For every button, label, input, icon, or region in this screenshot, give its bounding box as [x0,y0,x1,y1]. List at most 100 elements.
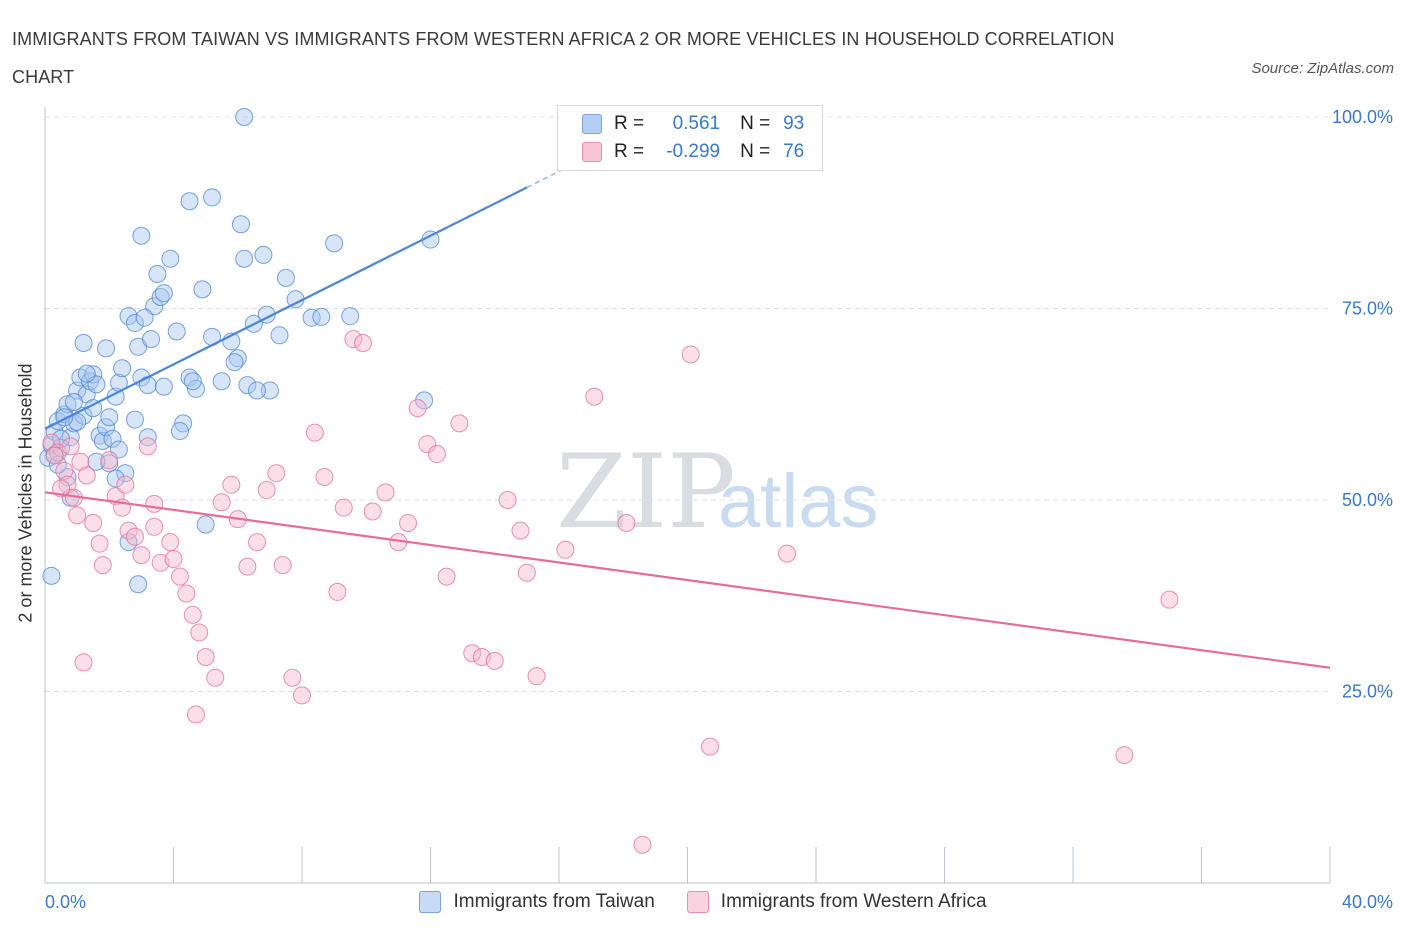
n-label: N = [740,113,771,134]
point-western-africa [463,644,482,663]
point-western-africa [222,475,241,494]
point-taiwan [341,307,360,326]
point-taiwan [170,422,189,441]
point-taiwan [312,307,331,326]
point-western-africa [248,533,267,552]
x-tick-label: 0.0% [45,892,86,912]
legend-item-western-africa[interactable]: Immigrants from Western Africa [686,891,987,913]
point-taiwan [61,428,80,447]
point-western-africa [161,533,180,552]
point-taiwan [142,330,161,349]
point-taiwan [302,308,321,327]
point-western-africa [681,345,700,364]
point-western-africa [305,423,324,442]
stats-legend: R = 0.561 N = 93 R = -0.299 N = 76 [557,105,823,171]
point-taiwan [270,326,289,345]
point-taiwan [325,234,344,253]
point-western-africa [55,461,74,480]
point-taiwan [167,322,186,341]
n-value-western-africa: 76 [783,141,805,162]
r-label: R = [614,113,645,134]
legend-item-taiwan[interactable]: Immigrants from Taiwan [419,891,655,913]
point-western-africa [267,464,286,483]
watermark: ZIP atlas [556,433,879,552]
grid [45,116,1330,692]
point-western-africa [556,540,575,559]
y-tick-label: 100.0% [1332,107,1393,127]
r-label: R = [614,141,645,162]
point-western-africa [196,648,215,667]
point-western-africa [418,435,437,454]
trend-lines [44,154,1331,669]
watermark-zip: ZIP [556,433,736,552]
point-western-africa [125,527,144,546]
point-taiwan [235,249,254,268]
point-taiwan [225,353,244,372]
point-western-africa [206,668,225,687]
point-taiwan [193,280,212,299]
point-taiwan [84,365,103,384]
western-africa-swatch [582,142,602,162]
point-western-africa [93,556,112,575]
series-legend: Immigrants from Taiwan Immigrants from W… [0,888,1406,916]
point-western-africa [90,534,109,553]
point-western-africa [354,333,373,352]
point-western-africa [177,584,196,603]
point-western-africa [315,468,334,487]
point-taiwan [106,469,125,488]
point-taiwan [154,377,173,396]
trend-line-taiwan [44,186,528,430]
y-axis-label: 2 or more Vehicles in Household [15,363,36,623]
point-taiwan [52,429,71,448]
point-western-africa [257,481,276,500]
y-tick-label: 25.0% [1342,682,1393,702]
point-taiwan [276,268,295,287]
trend-line-western-africa [44,491,1331,669]
point-western-africa [138,437,157,456]
point-western-africa [183,605,202,624]
point-taiwan [113,359,132,378]
point-taiwan [132,226,151,245]
point-western-africa [485,651,504,670]
point-western-africa [283,668,302,687]
point-western-africa [633,835,652,854]
data-points [39,108,1179,854]
point-western-africa [273,556,292,575]
point-taiwan [97,339,116,358]
point-western-africa [238,557,257,576]
point-taiwan [77,364,96,383]
point-western-africa [132,546,151,565]
point-western-africa [450,414,469,433]
point-western-africa [328,582,347,601]
point-western-africa [100,451,119,470]
point-taiwan [97,418,116,437]
tick-labels: 100.0% 75.0% 50.0% 25.0% 0.0% 40.0% [45,107,1393,912]
point-taiwan [415,391,434,410]
point-taiwan [129,575,148,594]
point-western-africa [74,653,93,672]
point-taiwan [100,408,119,427]
point-taiwan [183,372,202,391]
y-tick-label: 75.0% [1342,299,1393,319]
point-taiwan [119,307,138,326]
point-western-africa [116,475,135,494]
legend-swatch-western-africa [686,891,709,913]
r-value-western-africa: -0.299 [666,141,721,162]
point-taiwan [64,392,83,411]
point-western-africa [68,506,87,525]
point-taiwan [148,265,167,284]
point-taiwan [196,515,215,534]
point-western-africa [585,387,604,406]
point-taiwan [161,249,180,268]
point-taiwan [248,381,267,400]
point-taiwan [87,452,106,471]
point-western-africa [517,563,536,582]
point-taiwan [254,245,273,264]
n-label: N = [740,141,771,162]
point-western-africa [376,483,395,502]
point-taiwan [238,376,257,395]
point-taiwan [42,566,61,585]
point-taiwan [125,410,144,429]
point-western-africa [527,667,546,686]
point-taiwan [203,188,222,207]
